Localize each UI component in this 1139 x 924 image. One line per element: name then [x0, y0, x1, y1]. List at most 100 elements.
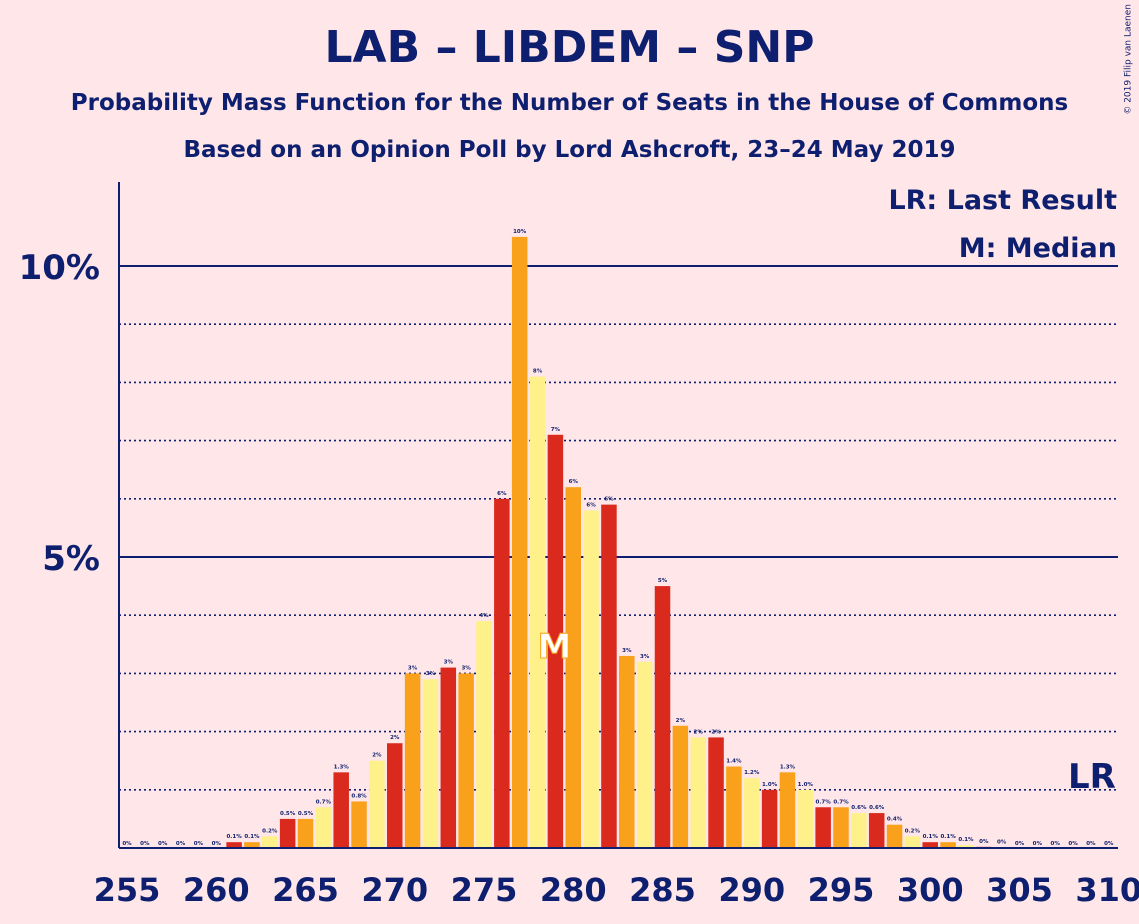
bar-label-seat-292: 1.3% — [780, 764, 796, 770]
bar-label-seat-259: 0% — [194, 841, 204, 847]
bar-label-seat-306: 0% — [1033, 841, 1043, 847]
bar-label-seat-256: 0% — [140, 841, 150, 847]
bar-label-seat-305: 0% — [1015, 841, 1025, 847]
bar-label-seat-258: 0% — [176, 841, 186, 847]
x-tick-label: 270 — [361, 871, 428, 909]
bar-label-seat-296: 0.6% — [851, 805, 867, 811]
x-tick-label: 290 — [718, 871, 785, 909]
bar-seat-263 — [262, 836, 278, 848]
bar-seat-290 — [744, 778, 760, 848]
bar-label-seat-271: 3% — [408, 665, 418, 671]
bar-label-seat-285: 5% — [658, 578, 668, 584]
bar-seat-293 — [797, 789, 814, 848]
bar-seat-266 — [315, 807, 332, 848]
bar-label-seat-274: 3% — [461, 665, 471, 671]
bar-seat-275 — [476, 621, 492, 848]
bar-label-seat-295: 0.7% — [833, 799, 849, 805]
chart-source: Based on an Opinion Poll by Lord Ashcrof… — [183, 137, 956, 163]
bars — [226, 236, 1010, 848]
bar-seat-294 — [815, 807, 831, 848]
bar-label-seat-283: 3% — [622, 648, 632, 654]
bar-label-seat-265: 0.5% — [298, 811, 314, 817]
bar-seat-277 — [511, 236, 528, 848]
bar-label-seat-284: 3% — [640, 654, 650, 660]
copyright: © 2019 Filip van Laenen — [1124, 4, 1134, 115]
y-tick-label: 5% — [42, 539, 100, 579]
legend-median: M: Median — [959, 233, 1117, 264]
x-tick-label: 280 — [540, 871, 607, 909]
bar-label-seat-308: 0% — [1068, 841, 1078, 847]
bar-label-seat-264: 0.5% — [280, 811, 296, 817]
bar-label-seat-303: 0% — [979, 839, 989, 845]
bar-label-seat-260: 0% — [212, 841, 222, 847]
bar-label-seat-272: 3% — [426, 671, 436, 677]
bar-seat-278 — [529, 376, 546, 848]
bar-seat-265 — [297, 818, 314, 848]
bar-seat-298 — [886, 824, 903, 848]
bar-label-seat-291: 1.0% — [762, 782, 778, 788]
x-tick-label: 295 — [808, 871, 875, 909]
bar-label-seat-275: 4% — [479, 613, 489, 619]
bar-label-seat-277: 10% — [513, 229, 527, 235]
bar-seat-269 — [369, 760, 385, 848]
bar-label-seat-286: 2% — [676, 718, 686, 724]
bar-label-seat-268: 0.8% — [351, 793, 367, 799]
bar-label-seat-300: 0.1% — [923, 834, 939, 840]
chart-subtitle: Probability Mass Function for the Number… — [70, 90, 1069, 116]
bar-label-seat-288: 2% — [711, 729, 721, 735]
bar-seat-270 — [387, 743, 403, 848]
x-tick-label: 305 — [986, 871, 1053, 909]
last-result-marker: LR — [1068, 757, 1116, 797]
bar-label-seat-267: 1.3% — [334, 764, 350, 770]
axes: 255 260 265 270 275 280 285 290 295 300 305 310 5% 10… — [19, 182, 1139, 909]
x-tick-label: 265 — [272, 871, 339, 909]
bar-label-seat-257: 0% — [158, 841, 168, 847]
bar-seat-297 — [868, 813, 885, 848]
bar-seat-271 — [404, 673, 421, 848]
bar-seat-282 — [601, 504, 617, 848]
bar-seat-295 — [833, 807, 849, 848]
bar-labels: 0% 0% 0% 0% 0% 0%0.1% 0.1%0.2%0.5% 0.5%0.7%1.3%… — [122, 229, 1114, 847]
chart-title: LAB – LIBDEM – SNP — [324, 22, 815, 73]
bar-seat-299 — [904, 836, 921, 848]
bar-label-seat-289: 1.4% — [726, 759, 742, 765]
bar-label-seat-302: 0.1% — [958, 837, 974, 843]
bar-seat-288 — [708, 737, 724, 848]
bar-seat-301 — [940, 842, 956, 848]
bar-seat-267 — [333, 772, 349, 848]
y-tick-label: 10% — [19, 248, 100, 288]
bar-label-seat-287: 2% — [694, 729, 704, 735]
bar-seat-279 — [547, 434, 564, 848]
bar-seat-291 — [761, 789, 778, 848]
x-tick-label: 285 — [629, 871, 696, 909]
bar-label-seat-299: 0.2% — [905, 828, 921, 834]
bar-label-seat-263: 0.2% — [262, 828, 278, 834]
bar-seat-264 — [279, 818, 296, 848]
bar-label-seat-276: 6% — [497, 491, 507, 497]
bar-label-seat-266: 0.7% — [316, 799, 332, 805]
bar-label-seat-281: 6% — [586, 502, 596, 508]
bar-seat-287 — [690, 737, 706, 848]
bar-seat-280 — [565, 487, 581, 848]
bar-seat-262 — [244, 842, 260, 848]
bar-seat-289 — [726, 766, 742, 848]
bar-label-seat-310: 0% — [1104, 841, 1114, 847]
bar-seat-300 — [922, 842, 938, 848]
bar-seat-284 — [636, 661, 653, 848]
x-tick-label: 260 — [183, 871, 250, 909]
bar-seat-302 — [958, 845, 974, 848]
bar-label-seat-280: 6% — [569, 479, 579, 485]
bar-seat-261 — [226, 842, 242, 848]
x-tick-label: 275 — [451, 871, 518, 909]
bar-seat-268 — [351, 801, 367, 848]
bar-label-seat-309: 0% — [1086, 841, 1096, 847]
median-marker: M — [537, 627, 571, 667]
x-tick-label: 310 — [1075, 871, 1139, 909]
bar-label-seat-301: 0.1% — [940, 834, 956, 840]
bar-label-seat-279: 7% — [551, 427, 561, 433]
bar-label-seat-261: 0.1% — [226, 834, 242, 840]
bar-label-seat-304: 0% — [997, 839, 1007, 845]
bar-label-seat-282: 6% — [604, 497, 614, 503]
bar-seat-285 — [654, 586, 671, 848]
